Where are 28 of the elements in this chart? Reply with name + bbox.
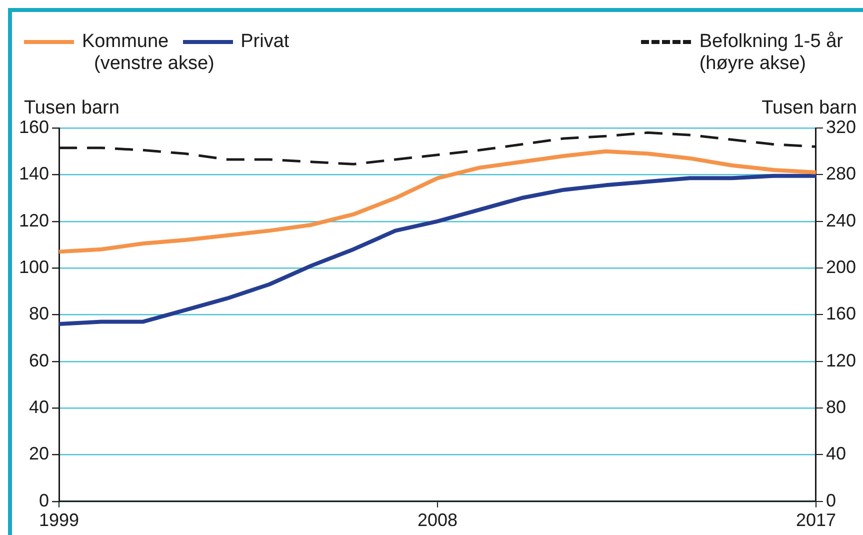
legend-label: Befolkning 1-5 år <box>699 31 843 53</box>
y2-tick-label: 320 <box>826 116 856 137</box>
y2-tick-label: 200 <box>826 256 856 277</box>
y2-tick-label: 280 <box>826 164 856 184</box>
y-tick-label: 40 <box>29 397 50 418</box>
text: (høyre akse) <box>698 53 807 75</box>
y-tick-label: 120 <box>18 210 50 230</box>
x-tick-label: 1999 <box>39 510 80 530</box>
y-tick-label: 60 <box>29 350 50 370</box>
y2-tick-label: 240 <box>826 210 856 230</box>
y2-axis-title: Tusen barn <box>762 98 857 119</box>
y-tick-label: 160 <box>18 116 50 137</box>
y2-tick-label: 80 <box>826 397 846 418</box>
y-axis-title: Tusen barn <box>24 98 120 119</box>
y-tick-label: 80 <box>29 304 50 324</box>
legend-label: Kommune <box>82 31 169 53</box>
text: (venstre akse) <box>93 53 216 75</box>
legend-label: Privat <box>240 31 290 53</box>
y-tick-label: 140 <box>18 164 50 184</box>
y2-tick-label: 160 <box>826 304 856 324</box>
y2-tick-label: 0 <box>826 490 836 510</box>
y2-tick-label: 40 <box>826 444 846 464</box>
y-tick-label: 100 <box>18 256 50 277</box>
x-tick-label: 2008 <box>417 510 458 530</box>
y2-tick-label: 120 <box>826 350 856 370</box>
x-tick-label: 2017 <box>796 510 836 530</box>
y-tick-label: 20 <box>29 444 50 464</box>
y-tick-label: 0 <box>39 490 50 510</box>
